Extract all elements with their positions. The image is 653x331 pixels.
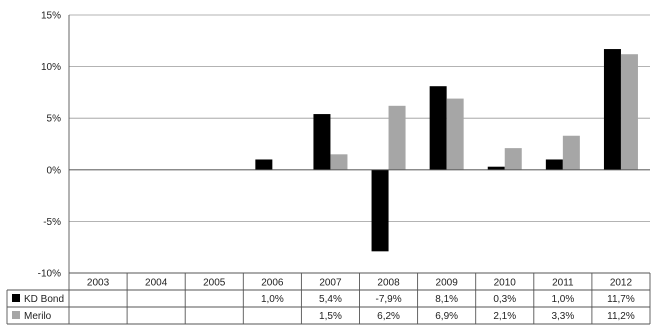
data-label: 8,1% bbox=[435, 294, 458, 305]
data-label: 1,0% bbox=[261, 294, 284, 305]
x-tick-label: 2008 bbox=[377, 278, 400, 289]
data-label: 1,5% bbox=[319, 311, 342, 322]
y-tick-label: 0% bbox=[47, 165, 62, 176]
x-tick-label: 2004 bbox=[145, 278, 168, 289]
data-label: 11,7% bbox=[607, 294, 635, 305]
data-label: 6,2% bbox=[377, 311, 400, 322]
legend-label: KD Bond bbox=[24, 294, 64, 305]
y-tick-label: 15% bbox=[41, 11, 61, 22]
bar-kd-bond-2012 bbox=[603, 49, 621, 170]
bar-kd-bond-2006 bbox=[255, 159, 273, 170]
x-tick-label: 2003 bbox=[87, 278, 110, 289]
x-tick-label: 2006 bbox=[261, 278, 284, 289]
bar-merilo-2007 bbox=[330, 154, 348, 170]
x-tick-label: 2009 bbox=[436, 278, 459, 289]
data-label: -7,9% bbox=[375, 294, 401, 305]
data-table: 2003 2004 2005 2006 2007 2008 2009 2010 2011 2012… bbox=[6, 272, 651, 325]
legend-swatch-kd-bond bbox=[12, 294, 20, 302]
y-tick-label: 5% bbox=[47, 114, 62, 125]
bar-merilo-2010 bbox=[504, 148, 522, 170]
bar-kd-bond-2009 bbox=[429, 86, 447, 170]
bar-merilo-2012 bbox=[620, 54, 638, 170]
data-label: 3,3% bbox=[551, 311, 574, 322]
y-axis-ticks: 15% 10% 5% 0% -5% -10% bbox=[38, 11, 61, 280]
bar-merilo-2009 bbox=[446, 98, 464, 170]
x-tick-label: 2010 bbox=[494, 278, 517, 289]
axes bbox=[68, 15, 650, 324]
bars bbox=[255, 49, 638, 252]
data-label: 6,9% bbox=[435, 311, 458, 322]
x-tick-label: 2005 bbox=[203, 278, 226, 289]
y-tick-label: 10% bbox=[41, 62, 61, 73]
y-tick-label: -10% bbox=[38, 269, 61, 280]
bar-kd-bond-2007 bbox=[313, 114, 331, 170]
data-label: 0,3% bbox=[493, 294, 516, 305]
legend-swatch-merilo bbox=[12, 311, 20, 319]
data-label: 11,2% bbox=[607, 311, 635, 322]
x-tick-label: 2012 bbox=[610, 278, 633, 289]
data-label: 1,0% bbox=[551, 294, 574, 305]
bar-kd-bond-2010 bbox=[487, 166, 505, 170]
legend-label: Merilo bbox=[24, 311, 52, 322]
x-tick-label: 2007 bbox=[319, 278, 342, 289]
bar-merilo-2008 bbox=[388, 105, 406, 170]
y-tick-label: -5% bbox=[43, 217, 61, 228]
bar-kd-bond-2008 bbox=[371, 169, 389, 252]
data-label: 2,1% bbox=[493, 311, 516, 322]
data-label: 5,4% bbox=[319, 294, 342, 305]
bar-merilo-2011 bbox=[562, 135, 580, 170]
bar-kd-bond-2011 bbox=[545, 159, 563, 170]
x-tick-label: 2011 bbox=[552, 278, 574, 289]
